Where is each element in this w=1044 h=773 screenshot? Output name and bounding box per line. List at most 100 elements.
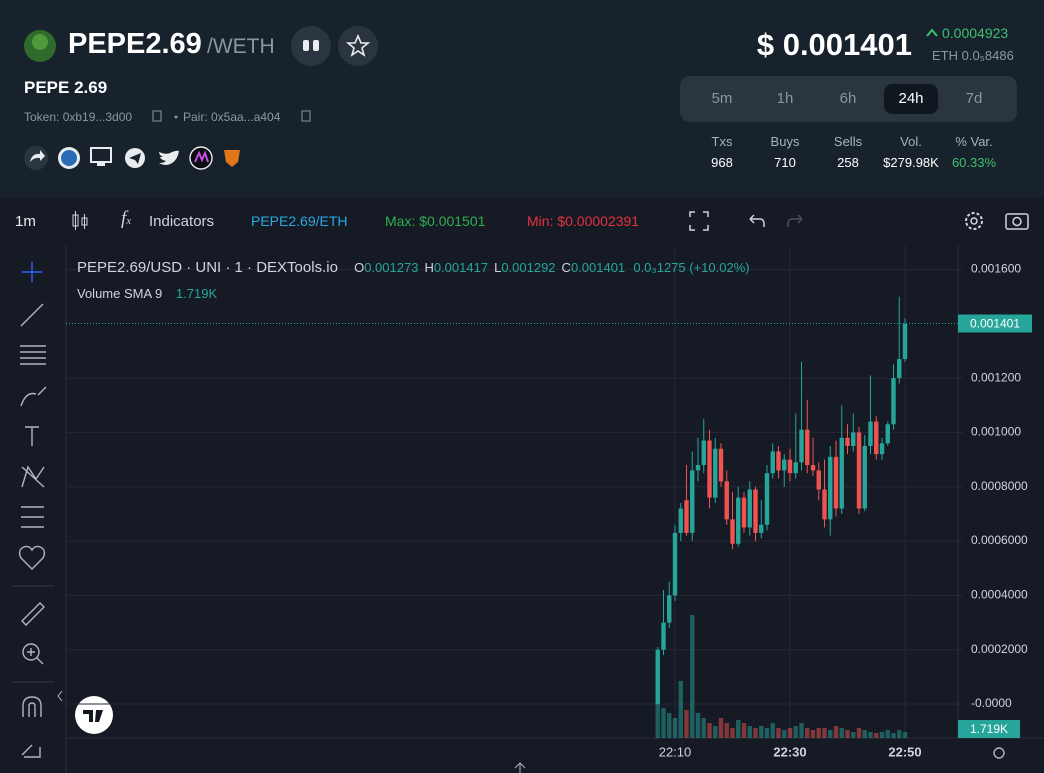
volume-bar	[770, 723, 775, 738]
candle-body	[713, 448, 718, 498]
volume-legend: Volume SMA 9 1.719K	[77, 286, 217, 301]
lock-tool[interactable]	[21, 744, 41, 758]
y-tick-label: 0.001600	[971, 262, 1021, 276]
forecast-tool[interactable]	[21, 506, 44, 528]
candle-body	[902, 323, 908, 360]
indicators[interactable]: Indicators	[149, 213, 215, 230]
header-icons	[24, 26, 378, 170]
volume-bar	[707, 723, 712, 738]
volume-name: Volume SMA 9	[77, 286, 163, 301]
ohlc-value: 0.001273	[364, 260, 419, 275]
settings-icon[interactable]	[965, 212, 983, 230]
ruler-tool[interactable]	[21, 602, 45, 626]
volume-bar	[839, 728, 844, 738]
redo-icon[interactable]	[787, 214, 803, 227]
candle-body	[770, 451, 775, 474]
quote-symbol: /WETH	[207, 35, 275, 58]
timeframe-option[interactable]: 24h	[884, 84, 938, 114]
volume-bar	[793, 726, 798, 738]
volume-bar	[736, 720, 741, 738]
stat-label: Txs	[711, 134, 733, 149]
candle-body	[741, 497, 747, 528]
fx-icon: fx	[121, 208, 132, 229]
chart-background	[0, 245, 1044, 773]
plot-area: -0.0000 0.0002000 0.0004000 0.0006000 0.0008…	[66, 245, 1032, 759]
ohlc-label: H	[424, 260, 434, 275]
axis-settings[interactable]	[993, 747, 1005, 759]
pattern-tool[interactable]	[21, 465, 45, 488]
brush-tool[interactable]	[20, 386, 47, 407]
timeframe-option[interactable]: 7d	[965, 90, 983, 107]
volume-bar	[747, 726, 752, 738]
candle-body	[776, 451, 781, 471]
stat: Txs 968	[687, 134, 757, 170]
tradingview-mark	[83, 710, 103, 722]
favorites-tool[interactable]	[18, 545, 46, 570]
undo-icon[interactable]	[749, 214, 765, 227]
last-price-box	[958, 314, 1032, 333]
candle-body	[678, 508, 683, 533]
candles-icon[interactable]	[70, 210, 90, 232]
timeframe-option[interactable]: 1h	[776, 90, 794, 107]
copy-icon[interactable]	[301, 110, 311, 122]
volume-bar	[672, 718, 678, 738]
zoom-tool-part	[27, 648, 44, 665]
favorite-button[interactable]	[338, 26, 378, 66]
scroll-up[interactable]	[514, 762, 526, 773]
change: 0.0₃1275 (+10.02%)	[633, 260, 750, 275]
tradingview-logo[interactable]	[75, 696, 113, 734]
volume-bar	[730, 728, 735, 738]
y-tick-label: 0.0008000	[971, 479, 1028, 493]
magnet-tool[interactable]	[22, 696, 42, 717]
copy-icon[interactable]	[152, 110, 162, 122]
zoom-tool[interactable]	[22, 643, 40, 661]
fib-tool[interactable]	[20, 345, 46, 365]
chart-link-inner	[61, 150, 77, 166]
x-tick-label: 22:10	[659, 744, 692, 759]
volume-bar	[885, 730, 890, 738]
volume-bar	[879, 732, 885, 738]
volume-bar	[776, 728, 781, 738]
volume-bar	[845, 730, 850, 738]
candle-body	[793, 462, 798, 474]
website-icon[interactable]	[90, 147, 112, 163]
metamask-icon[interactable]	[224, 150, 240, 167]
eth-price: ETH 0.0₅8486	[932, 48, 1014, 63]
timeframe-option[interactable]: 6h	[839, 90, 857, 107]
volume-bar	[695, 713, 701, 738]
volume-bar	[874, 733, 879, 738]
timeframe-option[interactable]: 5m	[711, 90, 733, 107]
volume-bar	[718, 718, 724, 738]
candle-body	[730, 519, 735, 544]
camera-icon[interactable]	[1005, 213, 1029, 230]
candle-body	[736, 497, 741, 544]
trendline-tool[interactable]	[20, 303, 44, 327]
fullscreen-icon[interactable]	[688, 210, 710, 232]
candle-body	[718, 448, 724, 482]
volume-bar	[655, 703, 660, 738]
volume-bar	[690, 615, 695, 738]
binoculars-icon	[313, 40, 319, 51]
stat: Vol. $279.98K	[876, 134, 946, 170]
token-name: PEPE 2.69	[24, 78, 108, 97]
twitter-icon[interactable]	[159, 150, 179, 165]
crosshair-tool[interactable]	[22, 262, 42, 282]
candle-body	[684, 500, 689, 533]
candle-body	[799, 429, 804, 463]
y-tick-label: 0.001000	[971, 425, 1021, 439]
binoculars-button[interactable]	[291, 26, 331, 66]
camera-lens	[1012, 216, 1022, 227]
candle-body	[833, 456, 839, 509]
settings-camera[interactable]	[962, 209, 1034, 233]
star-icon	[345, 33, 371, 57]
ohlc-value: 0.001417	[433, 260, 489, 275]
pair-switch[interactable]: PEPE2.69/ETH	[251, 213, 348, 229]
candle-body	[851, 432, 856, 447]
interval[interactable]: 1m	[15, 213, 36, 230]
candle-body	[856, 432, 862, 509]
collapse-toolbar[interactable]	[57, 690, 63, 702]
chart-legend: PEPE2.69/USD · UNI · 1 · DEXTools.io O0.…	[77, 259, 750, 276]
undo-redo[interactable]	[746, 211, 806, 231]
candle-body	[839, 437, 844, 509]
text-tool[interactable]	[25, 426, 39, 446]
